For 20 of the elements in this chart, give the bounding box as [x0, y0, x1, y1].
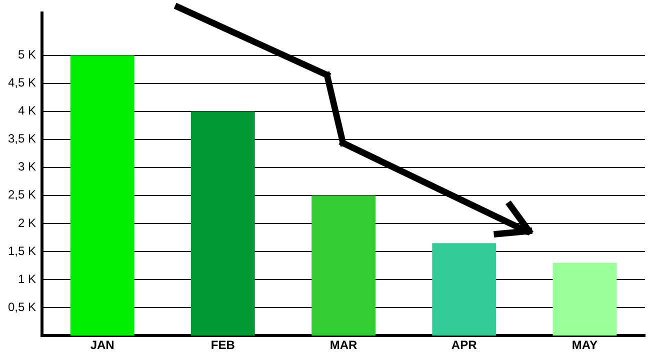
y-tick-label: 5 K: [18, 48, 36, 62]
x-tick-label: MAY: [572, 338, 598, 352]
y-tick-label: 3,5 K: [8, 132, 36, 146]
x-tick-label: MAR: [330, 338, 358, 352]
y-tick-label: 1 K: [18, 272, 36, 286]
y-tick-label: 3 K: [18, 160, 36, 174]
bar: [432, 243, 496, 336]
y-tick-label: 0,5 K: [8, 300, 36, 314]
bar: [70, 55, 134, 336]
x-tick-label: APR: [451, 338, 478, 352]
y-tick-label: 4,5 K: [8, 76, 36, 90]
x-tick-label: FEB: [210, 338, 236, 352]
bar: [312, 195, 376, 336]
y-tick-label: 2,5 K: [8, 188, 36, 202]
x-tick-label: JAN: [90, 338, 114, 352]
y-tick-label: 1,5 K: [8, 244, 36, 258]
bar: [190, 111, 255, 336]
y-tick-label: 4 K: [18, 104, 36, 118]
y-tick-label: 2 K: [18, 216, 36, 230]
bar: [552, 262, 617, 336]
